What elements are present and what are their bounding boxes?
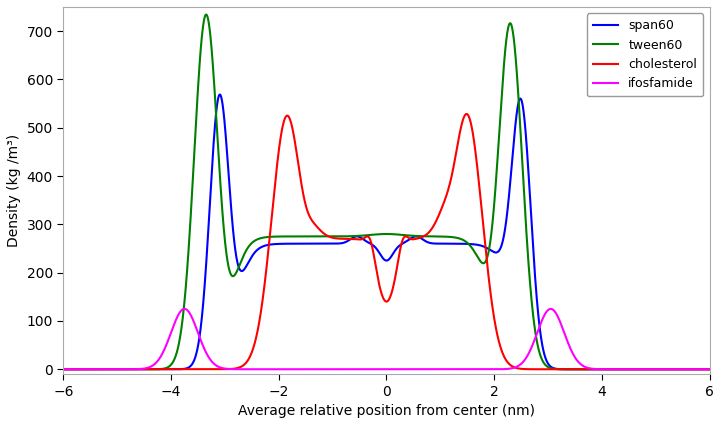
- cholesterol: [623, 367, 632, 372]
- ifosfamide: [59, 367, 68, 372]
- span60: [693, 367, 702, 372]
- cholesterol: [59, 367, 68, 372]
- tween60: [705, 367, 714, 372]
- cholesterol: [693, 367, 702, 372]
- ifosfamide: [693, 367, 702, 372]
- X-axis label: Average relative position from center (nm): Average relative position from center (n…: [238, 404, 535, 418]
- tween60: [335, 234, 344, 239]
- tween60: [202, 12, 211, 17]
- tween60: [133, 367, 141, 372]
- ifosfamide: [171, 319, 180, 324]
- ifosfamide: [624, 367, 632, 372]
- Line: span60: span60: [63, 94, 709, 369]
- span60: [59, 367, 68, 372]
- ifosfamide: [363, 367, 372, 372]
- cholesterol: [705, 367, 714, 372]
- ifosfamide: [335, 367, 343, 372]
- cholesterol: [335, 236, 343, 241]
- Line: ifosfamide: ifosfamide: [63, 309, 709, 369]
- span60: [307, 241, 316, 246]
- span60: [216, 92, 224, 97]
- span60: [335, 241, 344, 246]
- Legend: span60, tween60, cholesterol, ifosfamide: span60, tween60, cholesterol, ifosfamide: [587, 13, 704, 96]
- span60: [705, 367, 714, 372]
- cholesterol: [307, 217, 316, 222]
- tween60: [623, 367, 632, 372]
- ifosfamide: [547, 306, 555, 312]
- ifosfamide: [705, 367, 714, 372]
- cholesterol: [171, 367, 180, 372]
- tween60: [693, 367, 702, 372]
- ifosfamide: [307, 367, 316, 372]
- tween60: [59, 367, 68, 372]
- cholesterol: [133, 367, 141, 372]
- span60: [171, 367, 180, 372]
- Line: tween60: tween60: [63, 14, 709, 369]
- Y-axis label: Density (kg /m³): Density (kg /m³): [7, 134, 21, 247]
- tween60: [171, 354, 180, 360]
- span60: [133, 367, 141, 372]
- tween60: [705, 367, 714, 372]
- tween60: [307, 234, 316, 239]
- span60: [623, 367, 632, 372]
- Line: cholesterol: cholesterol: [63, 114, 709, 369]
- ifosfamide: [133, 367, 141, 372]
- cholesterol: [462, 111, 471, 116]
